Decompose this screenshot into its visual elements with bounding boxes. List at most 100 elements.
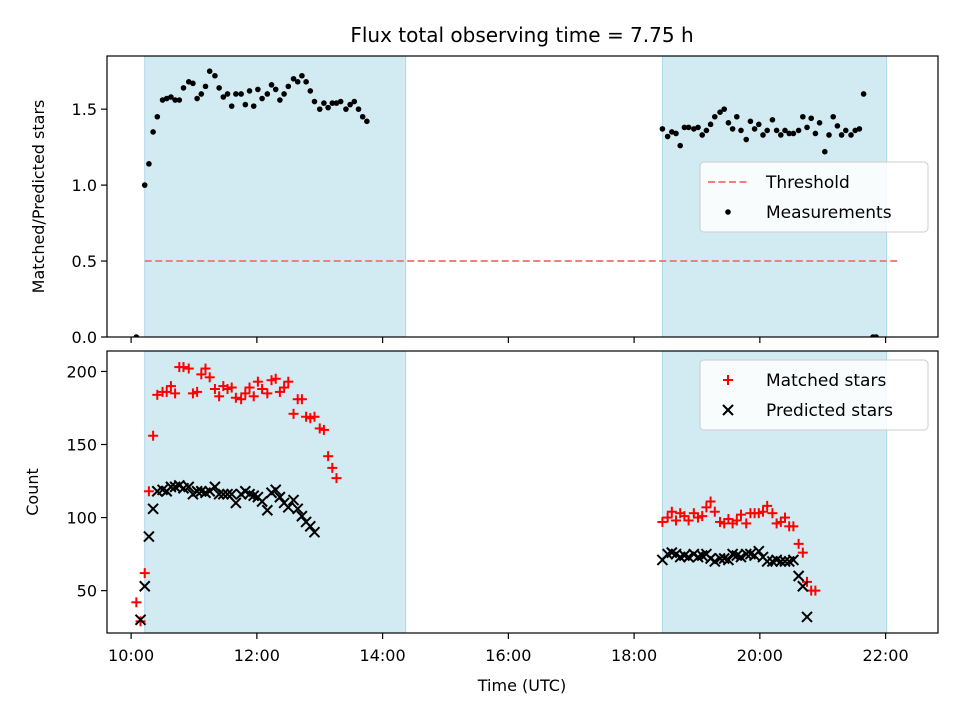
- count-series-1-point-1: [139, 580, 151, 592]
- count-series-1-point-2-b: [143, 530, 155, 543]
- count-series-1-point-18-b: [213, 488, 225, 500]
- ratio-series-0-point-13: [194, 95, 200, 102]
- count-series-0-point-30: [262, 388, 273, 399]
- ratio-series-0-point-74: [751, 126, 758, 132]
- count-series-0-point-36: [288, 408, 299, 419]
- count-series-1-point-26-b: [248, 489, 260, 502]
- count-series-1-point-34: [282, 501, 294, 514]
- count-series-1-point-19: [217, 488, 230, 500]
- ratio-series-0-point-88: [812, 130, 819, 137]
- count-series-1-point-40-b: [308, 526, 321, 538]
- count-series-1-point-72: [792, 570, 805, 582]
- ratio-series-0-point-28: [259, 95, 265, 102]
- count-series-1-point-22: [230, 497, 242, 509]
- ratio-series-0-point-23: [238, 91, 244, 97]
- ratio-series-0-point-87: [808, 115, 815, 122]
- ratio-series-0-point-29: [264, 91, 271, 97]
- ratio-ytick-label-3: 1.5: [72, 100, 97, 119]
- count-series-1-point-46-b: [678, 549, 691, 562]
- count-series-0-point-49: [666, 506, 677, 517]
- count-legend: Matched stars Predicted stars: [699, 359, 929, 431]
- count-series-0-point-9: [170, 388, 181, 399]
- ratio-series-0-point-90: [822, 148, 828, 155]
- ratio-series-0-point-10: [180, 85, 187, 91]
- ratio-series-0-point-94: [838, 132, 845, 138]
- ratio-series-0-point-92: [830, 113, 837, 120]
- count-series-1-point-29: [261, 504, 274, 516]
- ratio-series-0-point-16: [206, 68, 213, 74]
- count-series-1-point-47: [682, 551, 695, 563]
- count-series-0-point-32: [270, 373, 281, 384]
- count-series-0-point-46: [331, 473, 342, 484]
- count-series-1-point-68: [775, 555, 787, 568]
- ratio-ytick-label-1: 0.5: [72, 252, 97, 271]
- ratio-series-0-point-21: [228, 103, 235, 109]
- ratio-series-0: [133, 68, 879, 337]
- count-series-0-point-24: [236, 394, 247, 405]
- count-series-1-point-28: [256, 495, 268, 508]
- count-series-0-point-59: [709, 506, 720, 517]
- ratio-series-0-point-61: [695, 124, 701, 131]
- count-ytick-label-0: 50: [77, 582, 97, 601]
- ratio-axes-frame: [106, 55, 939, 338]
- count-legend-swatch-1: [722, 404, 734, 416]
- count-series-0-point-35: [283, 376, 294, 387]
- ratio-series-0-point-18: [216, 85, 222, 91]
- count-series-0-point-3: [143, 486, 154, 497]
- chart-title: Flux total observing time = 7.75 h: [350, 23, 693, 47]
- ratio-series-0-point-57: [677, 142, 684, 149]
- ratio-series-0-point-8: [172, 97, 178, 103]
- count-series-1-point-39: [304, 520, 317, 533]
- ratio-series-0-point-42: [321, 100, 327, 106]
- ratio-series-0-point-24: [242, 101, 249, 108]
- ratio-series-0-point-37: [299, 72, 305, 79]
- ratio-series-0-point-17: [212, 72, 218, 79]
- ratio-data-points: [133, 68, 879, 337]
- ratio-series-0-point-9: [176, 97, 183, 103]
- ratio-series-0-point-35: [290, 75, 297, 82]
- count-series-1-point-43-b: [666, 546, 678, 559]
- count-series-0-point-65: [735, 509, 746, 520]
- ratio-series-0-point-69: [729, 126, 736, 132]
- ratio-series-0-point-77: [764, 127, 770, 134]
- count-series-1-point-73-b: [797, 580, 809, 592]
- count-series-1-point-55-b: [718, 552, 730, 565]
- ratio-ytick-label-0: 0.0: [72, 328, 97, 347]
- count-series-0-point-57: [701, 502, 712, 513]
- count-series-0-point-19: [214, 391, 225, 402]
- count-series-1-point-28-b: [256, 495, 268, 508]
- ratio-series-0-point-47: [343, 106, 349, 112]
- ratio-series-0-point-89: [816, 120, 823, 126]
- count-series-0-point-41: [309, 411, 320, 422]
- count-series-0-point-56: [697, 511, 708, 522]
- ratio-series-0-point-30: [268, 82, 275, 88]
- count-series-1-point-69-b: [779, 555, 791, 568]
- ratio-series-0-point-96: [848, 132, 854, 138]
- count-series-1-point-19-b: [217, 488, 230, 500]
- count-series-1-point-34-b: [282, 501, 294, 514]
- count-series-0-point-53: [683, 515, 694, 526]
- count-legend-box: [699, 359, 929, 431]
- count-y-axis-label: Count: [23, 468, 42, 516]
- ratio-series-0-point-31: [272, 86, 279, 93]
- ratio-series-0-point-76: [760, 132, 766, 138]
- ratio-series-0-point-27: [255, 86, 261, 93]
- count-series-0-point-11: [178, 362, 189, 373]
- count-series-1-point-36: [292, 503, 304, 515]
- ratio-series-0-point-63: [703, 127, 710, 134]
- count-series-0-point-72: [767, 508, 778, 519]
- count-series-1-point-32: [274, 491, 286, 503]
- count-series-0-point-4: [148, 430, 159, 441]
- count-series-1-point-56: [722, 554, 735, 566]
- count-series-0-point-34: [279, 382, 290, 393]
- ratio-series-0-point-25: [246, 88, 253, 94]
- ratio-series-0-point-48: [347, 101, 353, 108]
- ratio-series-0-point-80: [778, 132, 784, 138]
- count-series-0-point-75: [780, 512, 791, 523]
- count-series-1-point-65: [761, 555, 773, 568]
- xtick-label-5: 20:00: [737, 646, 783, 665]
- count-series-0-point-79: [797, 547, 808, 558]
- count-series-0-point-82: [810, 585, 821, 596]
- count-panel: 50 100 150 200 10:00 12:00 14:00 16:00 18:00 20:0…: [23, 350, 939, 665]
- count-series-0-point-66: [741, 518, 752, 529]
